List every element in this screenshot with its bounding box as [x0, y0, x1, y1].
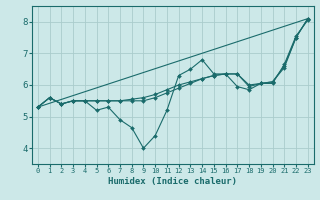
X-axis label: Humidex (Indice chaleur): Humidex (Indice chaleur) — [108, 177, 237, 186]
